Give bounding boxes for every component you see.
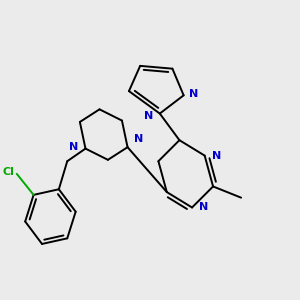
Text: N: N <box>134 134 143 144</box>
Text: N: N <box>199 202 208 212</box>
Text: N: N <box>189 89 199 99</box>
Text: Cl: Cl <box>2 167 14 177</box>
Text: N: N <box>143 111 153 121</box>
Text: N: N <box>69 142 79 152</box>
Text: N: N <box>212 151 221 160</box>
